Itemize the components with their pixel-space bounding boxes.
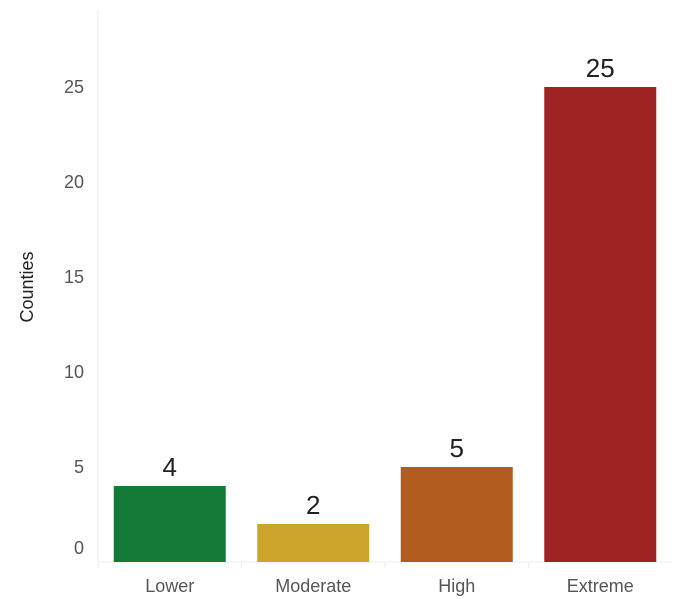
bar-lower — [113, 486, 226, 562]
bar-moderate — [257, 524, 370, 562]
bar-high — [400, 467, 513, 562]
y-tick-label: 20 — [64, 172, 84, 192]
y-ticks: 0 5 10 15 20 25 — [64, 77, 84, 558]
x-ticks: Lower Moderate High Extreme — [97, 562, 634, 596]
bars — [113, 87, 657, 562]
data-label-high: 5 — [450, 433, 464, 463]
x-tick-label-high: High — [438, 576, 475, 596]
y-axis-title: Counties — [17, 251, 37, 322]
data-label-moderate: 2 — [306, 490, 320, 520]
data-label-extreme: 25 — [586, 53, 615, 83]
y-tick-label: 5 — [74, 457, 84, 477]
y-tick-label: 25 — [64, 77, 84, 97]
x-tick-label-moderate: Moderate — [275, 576, 351, 596]
data-label-lower: 4 — [163, 452, 177, 482]
x-tick-label-lower: Lower — [145, 576, 194, 596]
y-tick-label: 15 — [64, 267, 84, 287]
y-tick-label: 10 — [64, 362, 84, 382]
bar-extreme — [544, 87, 657, 562]
x-tick-label-extreme: Extreme — [567, 576, 634, 596]
y-tick-label: 0 — [74, 538, 84, 558]
